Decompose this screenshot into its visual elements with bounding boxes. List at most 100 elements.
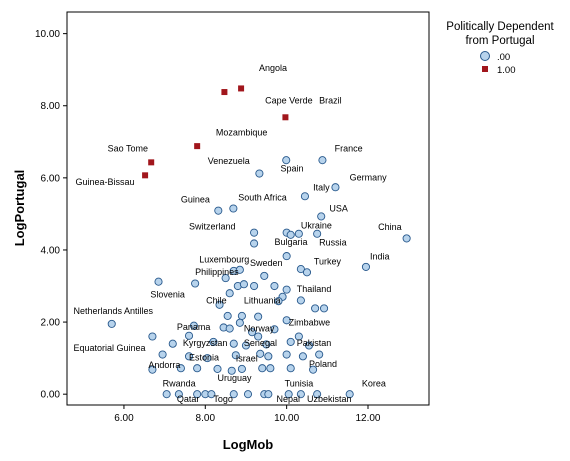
point-label: Turkey xyxy=(314,256,342,266)
point-label: Norway xyxy=(244,323,275,333)
data-point xyxy=(215,300,224,309)
data-point xyxy=(318,156,327,165)
data-point xyxy=(313,229,322,238)
data-point xyxy=(154,277,163,286)
point-label: Spain xyxy=(281,164,304,174)
y-tick-label: 10.00 xyxy=(35,29,60,40)
data-point xyxy=(274,297,283,306)
point-label: Kyrgyzstan xyxy=(183,338,228,348)
data-point xyxy=(282,316,291,325)
data-point xyxy=(260,271,269,280)
data-point xyxy=(255,169,264,178)
point-label: Uzbekistan xyxy=(307,394,352,404)
data-point xyxy=(207,390,216,399)
data-point xyxy=(304,341,314,350)
point-label: Poland xyxy=(309,359,337,369)
data-point xyxy=(320,304,329,313)
point-label: South Africa xyxy=(238,193,287,203)
legend: Politically Dependent from Portugal .00 … xyxy=(446,21,554,76)
data-point xyxy=(193,364,202,373)
data-point xyxy=(300,192,309,201)
data-point xyxy=(315,350,324,359)
x-axis-title: LogMob xyxy=(223,437,274,452)
data-point xyxy=(243,390,253,399)
y-axis-title: LogPortugal xyxy=(12,170,27,247)
point-label: Thailand xyxy=(297,284,332,294)
point-label: Panama xyxy=(177,322,211,332)
point-label: Rwanda xyxy=(163,378,196,388)
data-point xyxy=(282,252,291,261)
point-label: Sao Tome xyxy=(108,144,148,154)
point-label: Chile xyxy=(206,295,227,305)
point-label: Luxembourg xyxy=(199,255,249,265)
data-point xyxy=(227,366,236,375)
data-point xyxy=(229,390,238,399)
data-point xyxy=(229,204,238,213)
point-label: Equatorial Guinea xyxy=(74,343,146,353)
data-point xyxy=(254,332,263,341)
y-tick-label: 2.00 xyxy=(41,318,61,329)
point-label: China xyxy=(378,222,402,232)
point-label: Angola xyxy=(259,63,287,73)
data-point xyxy=(223,311,232,320)
data-point xyxy=(235,265,244,274)
data-point xyxy=(168,339,177,348)
data-point xyxy=(189,321,198,330)
data-point xyxy=(237,364,246,373)
data-point xyxy=(294,229,303,238)
data-point xyxy=(286,337,295,346)
point-label: Russia xyxy=(319,238,347,248)
point-label: Uruguay xyxy=(217,373,252,383)
data-point xyxy=(311,304,320,313)
y-tick-label: 0.00 xyxy=(41,390,61,401)
data-point xyxy=(302,268,312,277)
data-point xyxy=(225,324,234,333)
legend-item-0: .00 xyxy=(497,52,510,63)
point-label: Guinea xyxy=(181,195,210,205)
legend-title-line1: Politically Dependent xyxy=(446,21,554,33)
point-label: Cape Verde xyxy=(265,96,313,106)
data-point xyxy=(286,230,295,239)
data-point xyxy=(148,332,157,341)
data-point xyxy=(254,312,263,321)
point-label: Mozambique xyxy=(216,128,268,138)
data-point xyxy=(191,279,200,288)
point-label: Germany xyxy=(350,172,388,182)
x-tick-label: 10.00 xyxy=(274,413,299,424)
point-label: Senegal xyxy=(244,338,277,348)
data-point xyxy=(184,352,194,361)
point-label: India xyxy=(370,251,390,261)
data-point xyxy=(237,311,246,320)
data-point xyxy=(282,156,291,165)
data-point xyxy=(209,337,218,346)
data-point xyxy=(282,285,291,294)
point-label: Philippines xyxy=(195,267,239,277)
data-point xyxy=(250,281,259,291)
point-label: Qatar xyxy=(177,394,200,404)
data-point xyxy=(158,350,167,359)
legend-title-line2: from Portugal xyxy=(465,35,534,47)
data-point xyxy=(229,339,238,348)
data-point xyxy=(296,265,305,274)
data-point xyxy=(241,341,251,350)
point-label: France xyxy=(335,144,363,154)
point-label: Netherlands Antilles xyxy=(74,306,154,316)
data-point xyxy=(221,274,230,283)
data-point xyxy=(266,364,275,373)
point-label: Switzerland xyxy=(189,221,236,231)
data-point xyxy=(361,262,371,271)
data-point xyxy=(284,390,293,399)
data-point xyxy=(270,281,279,291)
data-point xyxy=(286,364,295,373)
data-point xyxy=(313,390,322,399)
data-point xyxy=(250,228,259,237)
data-point xyxy=(148,365,157,374)
x-tick-label: 6.00 xyxy=(114,413,134,424)
legend-square-marker xyxy=(482,66,488,72)
data-point xyxy=(174,390,183,399)
data-point xyxy=(282,350,291,359)
data-point-dependent xyxy=(194,143,201,150)
point-label: Tunisia xyxy=(285,378,314,388)
data-point-dependent xyxy=(148,159,155,166)
